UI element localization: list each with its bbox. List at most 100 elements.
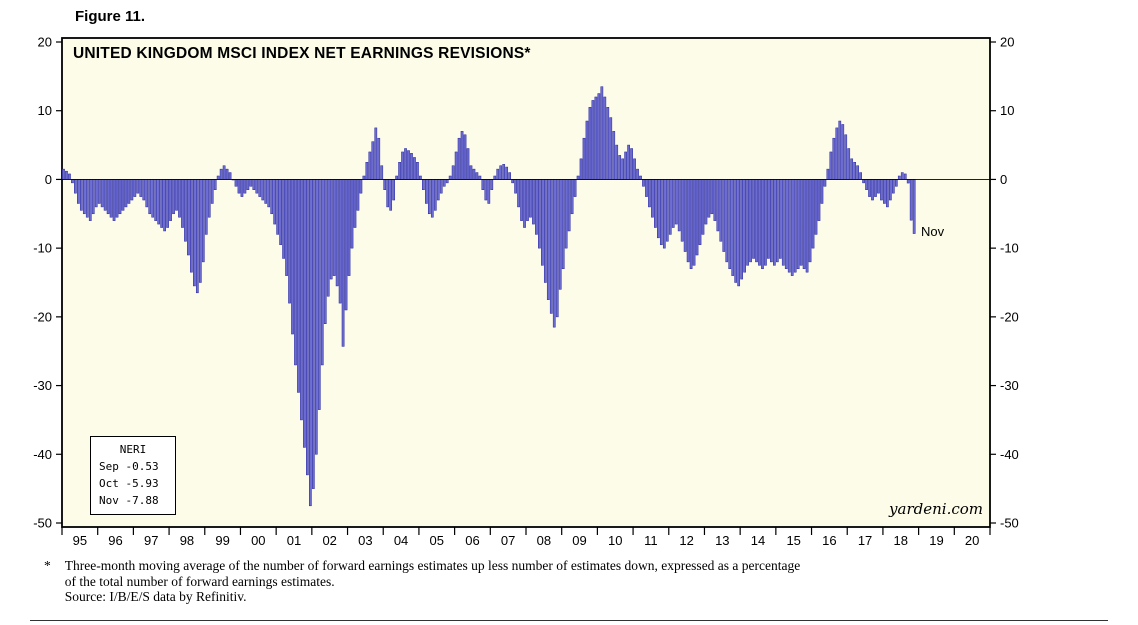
bar	[106, 179, 110, 215]
bar	[416, 162, 419, 180]
bar	[419, 175, 422, 180]
bar	[252, 179, 256, 190]
bar	[573, 179, 577, 197]
bar	[900, 172, 904, 180]
bar	[799, 179, 803, 266]
bar	[201, 179, 205, 263]
bar	[91, 179, 95, 215]
bar	[175, 179, 178, 211]
bar	[234, 179, 238, 187]
bar	[606, 107, 610, 180]
bar	[847, 148, 851, 180]
bar	[74, 179, 77, 194]
bar	[880, 179, 883, 201]
bar	[425, 179, 428, 204]
bar	[778, 179, 782, 259]
bar	[317, 179, 321, 410]
bar	[451, 165, 455, 180]
bar	[392, 179, 395, 201]
bar	[517, 179, 520, 208]
x-tick-label: 12	[679, 533, 693, 548]
bar	[475, 172, 479, 180]
bar	[734, 179, 738, 283]
bar	[103, 179, 107, 211]
bar	[62, 168, 65, 180]
bar	[82, 179, 86, 215]
bar	[326, 179, 330, 297]
bar	[695, 179, 699, 256]
y-tick-label-right: -10	[1000, 241, 1019, 256]
bar	[362, 175, 366, 180]
bar	[594, 96, 598, 180]
bar	[636, 168, 639, 180]
bar	[166, 179, 169, 228]
bar	[314, 179, 318, 455]
bar	[300, 179, 303, 421]
bar	[832, 137, 836, 180]
bar	[297, 179, 300, 393]
bar	[294, 179, 297, 366]
bar	[178, 179, 181, 218]
bar	[225, 168, 229, 180]
bar	[499, 165, 503, 180]
bar	[665, 179, 669, 242]
bar	[618, 155, 622, 180]
bar	[835, 127, 839, 180]
bar	[365, 162, 369, 180]
bar	[630, 148, 633, 180]
bar	[639, 175, 642, 180]
bar	[320, 179, 324, 366]
bar	[579, 158, 583, 180]
bar	[198, 179, 202, 283]
x-tick-label: 13	[715, 533, 729, 548]
footnote: * Three-month moving average of the numb…	[44, 558, 800, 605]
footnote-line2: of the total number of forward earnings …	[64, 573, 335, 589]
legend-box: NERI Sep -0.53 Oct -5.93 Nov -7.88	[90, 436, 176, 515]
bar	[228, 172, 232, 180]
bar	[347, 179, 351, 276]
bar	[871, 179, 874, 201]
bar	[897, 175, 901, 180]
bar	[398, 162, 401, 180]
bar	[210, 179, 214, 204]
bar	[413, 157, 416, 180]
bar	[538, 179, 541, 249]
bar	[276, 179, 279, 235]
bar	[359, 179, 363, 194]
watermark: yardeni.com	[889, 500, 983, 518]
bar	[891, 179, 895, 194]
x-tick-label: 05	[430, 533, 444, 548]
bar	[576, 175, 580, 180]
x-tick-label: 11	[644, 533, 658, 548]
bar	[737, 179, 741, 287]
bar	[436, 179, 440, 201]
bar	[657, 179, 660, 239]
bar	[493, 175, 497, 180]
bar	[270, 179, 274, 215]
bar	[883, 179, 886, 204]
bar	[100, 179, 104, 208]
bar	[68, 173, 71, 180]
bar	[154, 179, 158, 221]
bar	[427, 179, 431, 215]
bar	[532, 179, 535, 225]
footnote-text: Three-month moving average of the number…	[65, 558, 801, 605]
bar	[784, 179, 788, 270]
plot-area	[61, 37, 991, 528]
y-tick-label-left: -40	[33, 447, 52, 462]
bar	[894, 179, 898, 187]
x-tick-label: 08	[537, 533, 551, 548]
bar	[213, 179, 217, 190]
bar	[570, 179, 574, 215]
bar	[838, 120, 842, 180]
bar	[612, 131, 616, 180]
bar	[609, 117, 613, 180]
bar	[603, 96, 607, 180]
bar	[597, 93, 601, 180]
bar	[306, 179, 309, 476]
legend-row-sep: Sep -0.53	[99, 460, 159, 473]
bar	[240, 179, 244, 197]
bar	[112, 179, 116, 221]
bar	[600, 86, 604, 180]
y-tick-label-right: -30	[1000, 378, 1019, 393]
